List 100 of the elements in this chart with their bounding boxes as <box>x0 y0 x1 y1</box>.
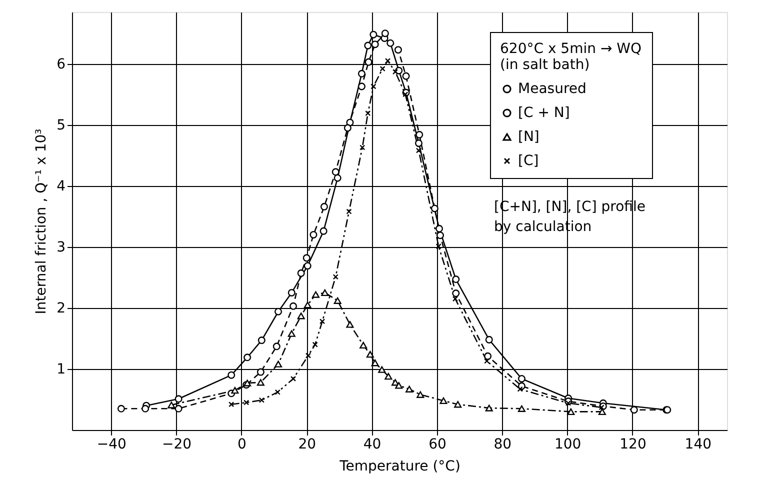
point <box>406 386 414 392</box>
x-tick-label: −20 <box>162 436 192 452</box>
legend-label: [C] <box>518 153 539 169</box>
x-tick-label: 140 <box>684 436 712 452</box>
point <box>288 288 296 296</box>
point <box>258 336 266 344</box>
point <box>168 402 176 408</box>
point <box>452 296 458 302</box>
point <box>302 254 310 262</box>
point <box>312 291 320 298</box>
point <box>360 342 368 349</box>
point <box>256 368 264 376</box>
point <box>290 376 296 382</box>
point <box>484 352 492 360</box>
x-axis-title: Temperature (°C) <box>338 458 460 474</box>
point <box>256 379 264 386</box>
point <box>454 401 462 408</box>
point <box>288 330 296 337</box>
x-tick-label: 80 <box>494 436 512 452</box>
point <box>395 382 403 389</box>
point <box>174 395 182 403</box>
point <box>231 386 239 394</box>
y-tick-label: 5 <box>56 117 66 134</box>
y-tick-label: 4 <box>56 178 66 194</box>
point <box>386 39 394 47</box>
y-axis-title: Internal friction , Q⁻¹ x 10³ <box>34 128 50 314</box>
point <box>370 84 376 90</box>
point <box>364 42 372 50</box>
point <box>344 124 352 132</box>
point <box>394 46 402 54</box>
point <box>272 342 280 350</box>
point <box>485 336 493 344</box>
y-tick-label: 6 <box>56 56 66 72</box>
x-tick-label: 20 <box>298 436 316 452</box>
point <box>297 269 305 277</box>
point <box>371 360 379 366</box>
point <box>518 374 526 382</box>
point <box>371 40 379 48</box>
point <box>304 262 312 270</box>
point <box>332 274 338 280</box>
point <box>416 391 424 398</box>
point <box>244 354 252 362</box>
point <box>358 82 366 90</box>
point <box>416 148 422 154</box>
point <box>334 297 342 304</box>
x-tick-label: 0 <box>237 436 246 452</box>
x-tick-label: 40 <box>363 436 382 452</box>
point <box>320 202 328 210</box>
x-tick-label: 60 <box>428 436 446 452</box>
point <box>414 139 422 147</box>
point <box>305 352 312 358</box>
point <box>452 276 460 284</box>
point <box>142 404 150 412</box>
point <box>430 204 438 212</box>
point <box>440 397 448 404</box>
point <box>378 366 386 373</box>
x-tick-label: 100 <box>554 436 582 452</box>
point <box>274 308 282 316</box>
point <box>416 130 424 138</box>
point <box>321 289 329 296</box>
point <box>485 404 493 412</box>
point <box>346 118 354 126</box>
x-tick-label: −40 <box>96 436 126 452</box>
point <box>320 227 328 235</box>
point <box>332 168 340 176</box>
point <box>565 400 572 406</box>
point <box>392 68 398 75</box>
y-tick-label: 2 <box>56 300 66 316</box>
point <box>402 92 408 98</box>
point <box>380 66 386 72</box>
point <box>174 404 182 412</box>
point <box>436 232 444 240</box>
point <box>384 58 391 64</box>
point <box>517 386 523 392</box>
point <box>274 389 280 395</box>
point <box>365 110 371 116</box>
point <box>258 397 264 403</box>
point <box>319 318 326 324</box>
point <box>384 372 392 380</box>
point <box>290 302 298 310</box>
point <box>312 342 318 348</box>
point <box>310 230 318 238</box>
point <box>598 408 606 416</box>
point <box>346 208 352 214</box>
point <box>244 400 250 406</box>
legend-title: 620°C x 5min → WQ (in salt bath) <box>500 41 642 73</box>
point <box>297 312 305 320</box>
point <box>334 174 342 182</box>
legend-label: [C + N] <box>518 105 570 121</box>
point <box>304 302 312 308</box>
legend-label: Measured <box>518 81 586 97</box>
point <box>518 405 526 412</box>
point <box>436 244 442 250</box>
legend-label: [N] <box>518 129 540 145</box>
y-tick-label: 3 <box>56 239 66 256</box>
point <box>452 290 460 298</box>
point <box>274 360 282 368</box>
point <box>244 380 252 386</box>
point <box>228 371 236 379</box>
point <box>567 408 575 416</box>
